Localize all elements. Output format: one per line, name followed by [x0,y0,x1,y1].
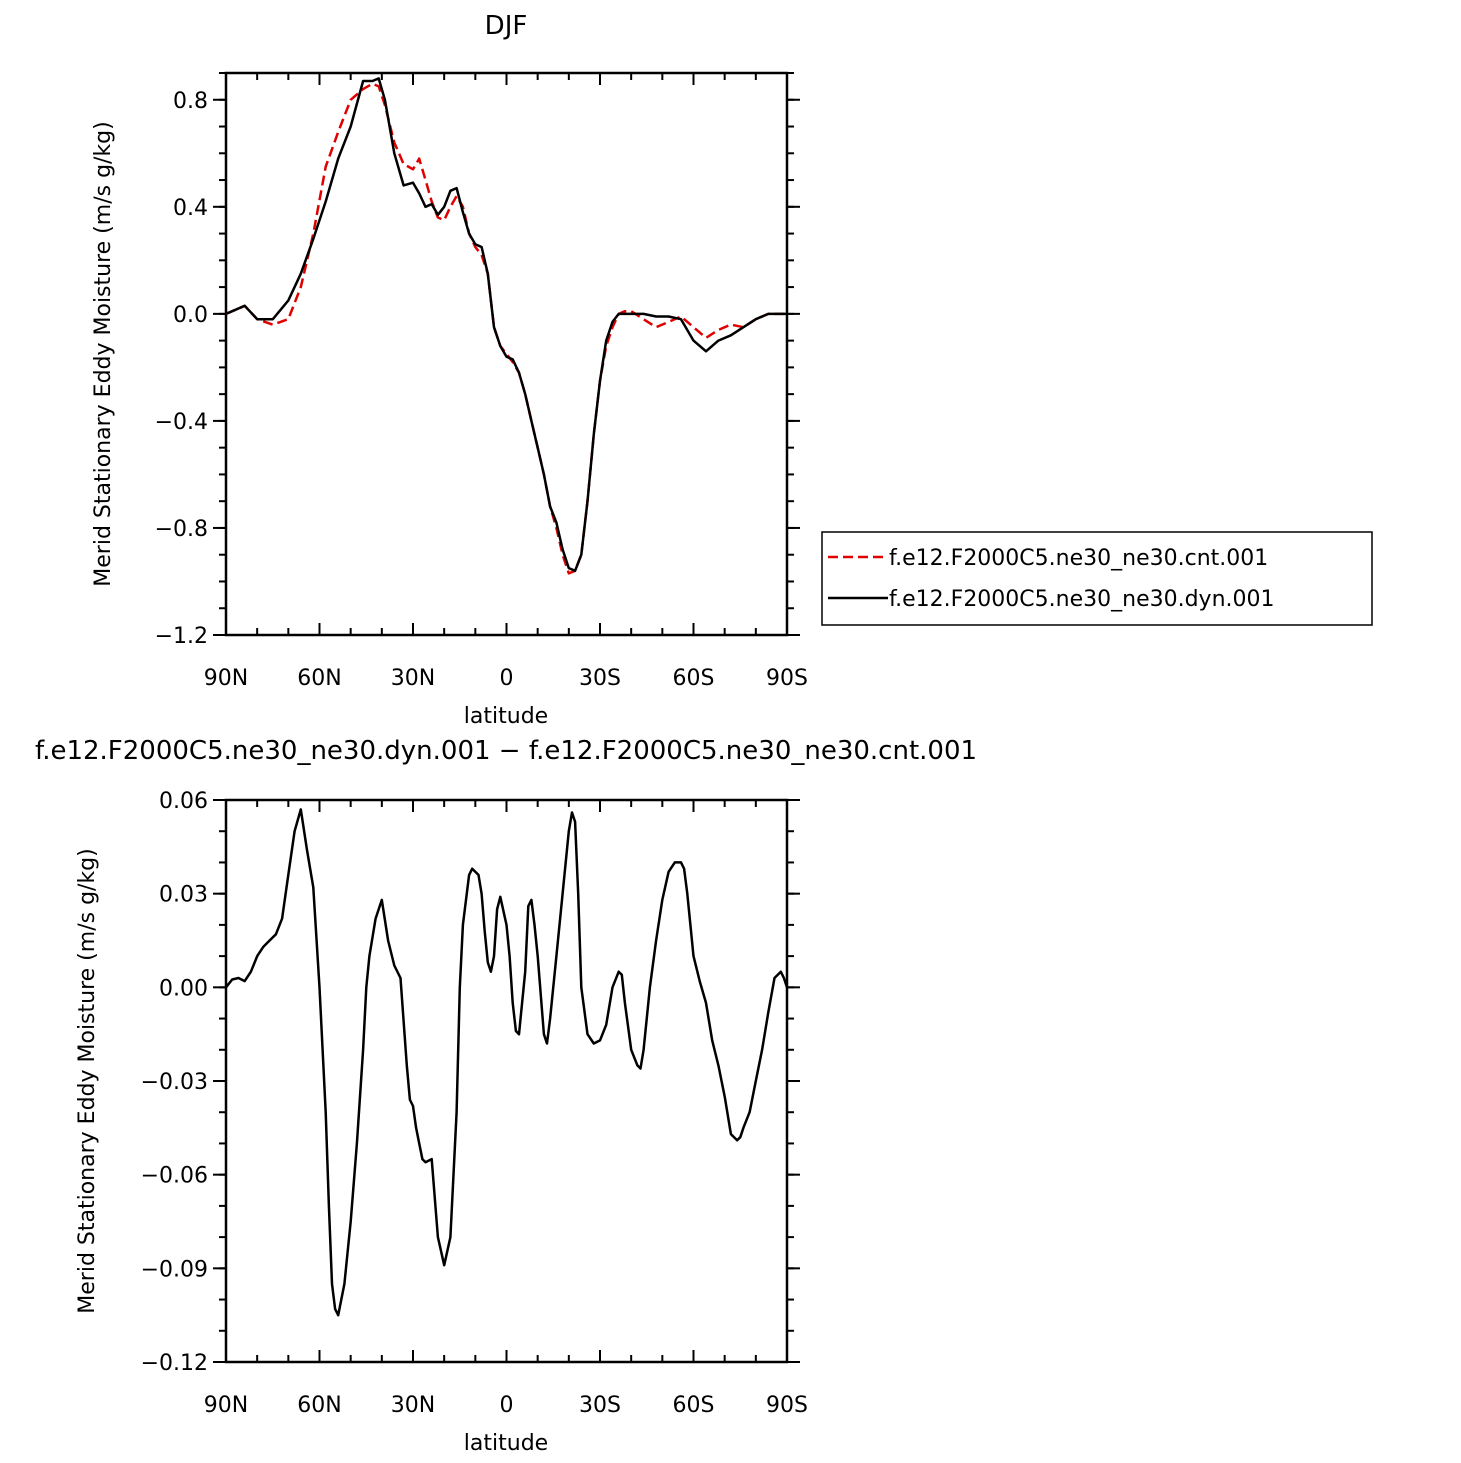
y-tick-label: 0.00 [159,976,208,1001]
top-x-axis-label: latitude [464,704,548,729]
y-tick-label: −0.4 [155,410,208,435]
y-tick-label: −0.06 [141,1164,208,1189]
y-tick-label: −0.8 [155,517,208,542]
top-axis-ticks [213,72,800,636]
legend: f.e12.F2000C5.ne30_ne30.cnt.001 f.e12.F2… [821,531,1373,626]
x-tick-label: 60N [297,666,341,691]
x-tick-label: 30N [391,1393,435,1418]
top-series-lines [226,77,787,575]
y-tick-label: 0.0 [173,303,208,328]
y-tick-label: −0.12 [141,1351,208,1376]
bottom-plot-frame [224,798,789,1364]
bottom-y-axis-label: Merid Stationary Eddy Moisture (m/s g/kg… [75,848,100,1313]
bottom-y-tick-labels: 0.06 0.03 0.00 −0.03 −0.06 −0.09 −0.12 [141,789,208,1376]
bottom-chart-title: f.e12.F2000C5.ne30_ne30.dyn.001 − f.e12.… [35,736,977,766]
y-tick-label: 0.8 [173,89,208,114]
x-tick-label: 60N [297,1393,341,1418]
x-tick-label: 60S [673,666,715,691]
x-tick-label: 30S [579,666,621,691]
y-tick-label: −0.03 [141,1070,208,1095]
legend-label-dyn: f.e12.F2000C5.ne30_ne30.dyn.001 [889,587,1275,612]
bottom-axis-ticks [213,799,800,1363]
bottom-panel: f.e12.F2000C5.ne30_ne30.dyn.001 − f.e12.… [35,736,977,1456]
x-tick-label: 90N [204,666,248,691]
x-tick-label: 30S [579,1393,621,1418]
top-chart-title: DJF [485,11,528,41]
top-panel: DJF 0.8 0.4 0.0 −0.4 −0.8 −1.2 90N 60N 30N 0 30S 6… [91,11,808,729]
top-y-axis-label: Merid Stationary Eddy Moisture (m/s g/kg… [91,121,116,586]
top-plot-frame [224,71,789,637]
bottom-x-tick-labels: 90N 60N 30N 0 30S 60S 90S [204,1393,808,1418]
bottom-x-axis-label: latitude [464,1431,548,1456]
legend-box [821,531,1373,626]
y-tick-label: 0.03 [159,883,208,908]
x-tick-label: 90N [204,1393,248,1418]
x-tick-label: 30N [391,666,435,691]
y-tick-label: −1.2 [155,624,208,649]
x-tick-label: 90S [766,1393,808,1418]
x-tick-label: 0 [500,666,514,691]
series-line-1 [226,82,787,575]
top-y-tick-labels: 0.8 0.4 0.0 −0.4 −0.8 −1.2 [155,89,208,649]
x-tick-label: 0 [500,1393,514,1418]
x-tick-label: 60S [673,1393,715,1418]
series-line-1 [226,808,787,1317]
bottom-series-lines [226,808,787,1317]
x-tick-label: 90S [766,666,808,691]
top-x-tick-labels: 90N 60N 30N 0 30S 60S 90S [204,666,808,691]
y-tick-label: −0.09 [141,1257,208,1282]
y-tick-label: 0.4 [173,196,208,221]
y-tick-label: 0.06 [159,789,208,814]
legend-label-cnt: f.e12.F2000C5.ne30_ne30.cnt.001 [889,546,1268,571]
series-line-2 [226,77,787,573]
